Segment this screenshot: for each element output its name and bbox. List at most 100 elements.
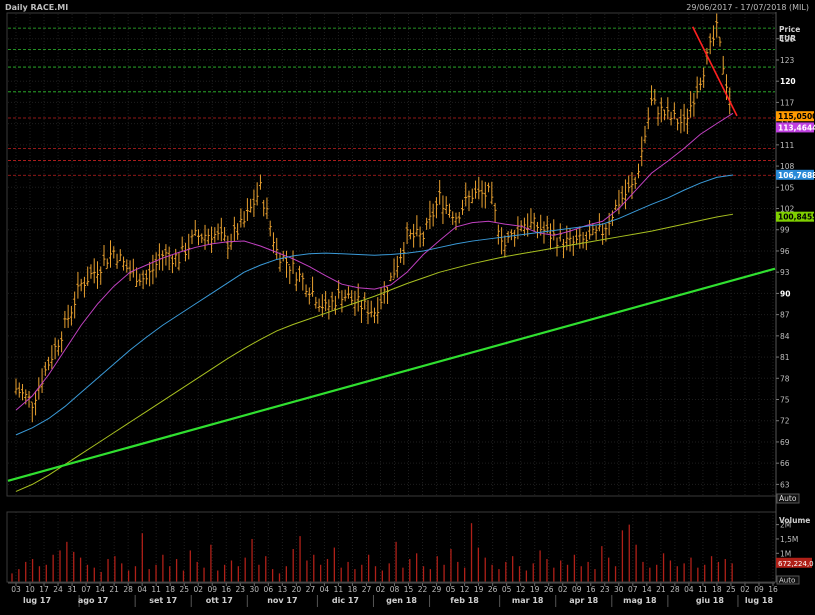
y-tick-label: 81 [780,353,790,362]
x-day-label: 09 [572,585,582,594]
y-axis-unit: EUR [779,34,796,43]
x-day-label: 27 [306,585,316,594]
x-day-label: 04 [320,585,330,594]
y-tick-label: 99 [780,226,790,235]
x-day-label: 23 [600,585,610,594]
x-day-label: 11 [151,585,161,594]
x-day-label: 05 [502,585,512,594]
x-month-label: dic 17 [332,596,359,605]
x-day-label: 24 [53,585,63,594]
x-day-label: 07 [81,585,91,594]
y-axis-title: Price [779,25,800,34]
x-day-label: 16 [586,585,596,594]
x-day-label: 14 [95,585,105,594]
x-day-label: 14 [642,585,652,594]
x-day-label: 12 [516,585,526,594]
x-day-label: 19 [530,585,540,594]
x-day-label: 30 [250,585,260,594]
y-tick-label: 87 [780,311,790,320]
x-month-label: mag 18 [623,596,657,605]
grid [8,14,775,582]
last-price-value: 115,0500 [778,112,815,121]
x-day-label: 21 [109,585,119,594]
x-month-label: mar 18 [512,596,544,605]
price-auto-button[interactable] [776,493,800,504]
trendline-support-line [7,267,776,482]
sma-slow-line [15,213,734,492]
x-day-label: 18 [348,585,358,594]
x-day-label: 25 [726,585,736,594]
sma-fast-badge [776,122,814,133]
y-tick-label: 111 [780,141,795,150]
volume-auto-label: Auto [779,577,795,585]
x-month-label: set 17 [149,596,177,605]
sma-mid-badge [776,169,814,180]
x-day-label: 30 [614,585,624,594]
x-day-label: 04 [137,585,147,594]
x-day-label: 18 [165,585,175,594]
x-day-label: 02 [740,585,750,594]
sma-slow-value: 100,8455 [778,213,815,222]
x-day-label: 08 [390,585,400,594]
sma-mid-line [15,174,734,436]
x-day-label: 23 [236,585,246,594]
sma-fast-line [15,112,734,411]
y-tick-label: 108 [780,162,795,171]
x-month-label: giu 18 [696,596,725,605]
x-day-label: 26 [544,585,554,594]
x-day-label: 09 [207,585,217,594]
x-day-label: 28 [670,585,680,594]
x-day-label: 16 [222,585,232,594]
y-tick-label: 105 [780,183,795,192]
y-tick-label: 63 [780,480,790,489]
x-day-label: 11 [698,585,708,594]
x-month-label: lug 18 [745,596,774,605]
x-day-label: 26 [488,585,498,594]
trendline-resistance-line [691,26,738,117]
chart-title: Daily RACE.MI [5,3,69,12]
y-tick-label: 126 [780,35,795,44]
y-tick-label: 123 [780,56,795,65]
y-tick-label: 102 [780,205,795,214]
volume-auto-button[interactable] [776,575,800,585]
y-tick-label: 96 [780,247,790,256]
x-month-label: gen 18 [386,596,417,605]
x-day-label: 18 [712,585,722,594]
x-day-label: 06 [264,585,274,594]
volume-last-badge [776,557,812,568]
x-day-label: 16 [768,585,778,594]
x-day-label: 25 [179,585,189,594]
candlesticks [14,13,732,423]
y-tick-label: 117 [780,98,795,107]
horizontal-levels [8,27,775,176]
volume-axis-title: Volume [779,516,810,525]
y-tick-label: 69 [780,438,790,447]
y-tick-label: 93 [780,268,790,277]
volume-tick-label: 2M [780,521,791,530]
y-tick-label: 90 [780,289,790,298]
x-day-label: 29 [432,585,442,594]
x-day-label: 31 [67,585,77,594]
x-day-label: 17 [39,585,49,594]
x-day-label: 19 [474,585,484,594]
price-auto-label: Auto [779,494,797,503]
axis-labels: 03 10 17 24 31 07 14 21 28 04 11 18 25 02 09 16 23 30 06 13… [11,25,810,605]
volume-bars [11,523,733,582]
volume-tick-label: 1,5M [780,535,798,544]
x-day-label: 03 [11,585,21,594]
x-day-label: 04 [684,585,694,594]
x-month-label: apr 18 [569,596,598,605]
x-day-label: 02 [376,585,386,594]
x-month-label: lug 17 [23,596,51,605]
y-tick-label: 75 [780,396,790,405]
x-day-label: 07 [628,585,638,594]
x-day-label: 27 [362,585,372,594]
x-day-label: 09 [754,585,764,594]
y-tick-label: 66 [780,459,790,468]
x-day-label: 28 [123,585,133,594]
x-month-label: feb 18 [450,596,479,605]
sma-fast-value: 113,4644 [778,123,815,132]
y-tick-label: 120 [780,77,796,86]
sma-mid-value: 106,7688 [778,171,815,180]
